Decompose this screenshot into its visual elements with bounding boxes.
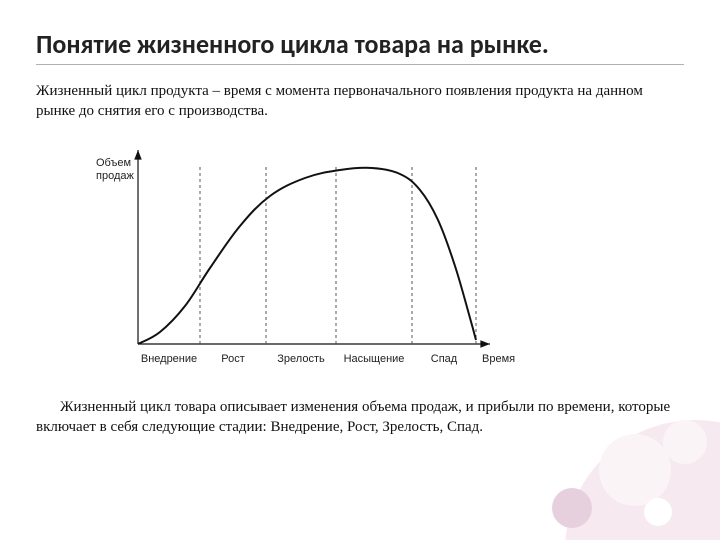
intro-text: Жизненный цикл продукта – время с момент… bbox=[36, 81, 684, 122]
stage-label: Рост bbox=[221, 353, 245, 365]
x-axis-label: Время bbox=[482, 353, 515, 365]
stage-label: Внедрение bbox=[141, 353, 197, 365]
y-axis-label: Объем bbox=[96, 157, 131, 169]
lifecycle-chart: Объемпродаж Время Внедрение Рост Зрелость Нас… bbox=[60, 134, 520, 379]
stage-label: Насыщение bbox=[344, 353, 405, 365]
outro-text: Жизненный цикл товара описывает изменени… bbox=[36, 397, 684, 438]
title-underline bbox=[36, 64, 684, 65]
y-axis-label: продаж bbox=[96, 170, 134, 182]
stage-label: Спад bbox=[431, 353, 458, 365]
page-title: Понятие жизненного цикла товара на рынке… bbox=[36, 28, 684, 60]
stage-label: Зрелость bbox=[277, 353, 325, 365]
chart-svg: Объемпродаж Время Внедрение Рост Зрелость Нас… bbox=[60, 134, 520, 374]
slide-root: Понятие жизненного цикла товара на рынке… bbox=[0, 0, 720, 540]
